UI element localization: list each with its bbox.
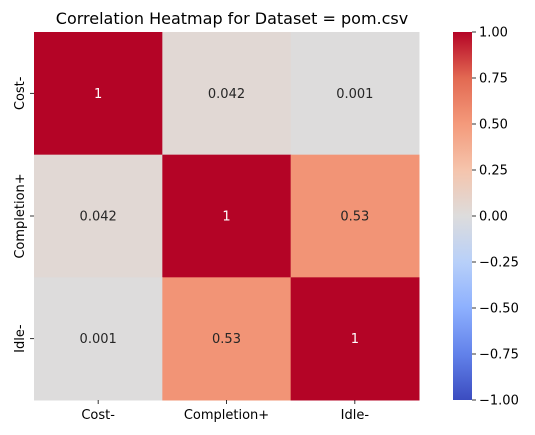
colorbar-tick-label: −0.25 xyxy=(479,256,519,271)
heatmap-cell xyxy=(162,154,292,278)
cell-value-label: 0.001 xyxy=(80,332,117,347)
colorbar-tick-label: 0.25 xyxy=(479,164,508,179)
cell-value-label: 0.001 xyxy=(336,87,373,102)
cell-value-label: 1 xyxy=(351,332,359,347)
x-axis: Cost- Completion+ Idle- xyxy=(81,400,369,423)
heatmap-cells: 1 0.042 0.001 0.042 1 0.53 0.001 0.53 1 xyxy=(34,32,420,401)
colorbar-tick-label: 0.00 xyxy=(479,210,508,225)
chart-title: Correlation Heatmap for Dataset = pom.cs… xyxy=(56,9,408,28)
colorbar-tick-label: −0.75 xyxy=(479,348,519,363)
heatmap-cell xyxy=(34,32,163,156)
colorbar-axis: 1.00 0.75 0.50 0.25 0.00 −0.25 −0.50 −0.75 −1.00 xyxy=(472,26,519,409)
x-tick-label: Cost- xyxy=(81,408,115,423)
colorbar xyxy=(453,32,472,400)
cell-value-label: 0.53 xyxy=(212,332,241,347)
y-tick-label: Completion+ xyxy=(13,173,28,258)
colorbar-tick-label: 0.75 xyxy=(479,72,508,87)
colorbar-tick-label: −0.50 xyxy=(479,302,519,317)
colorbar-tick-label: 0.50 xyxy=(479,118,508,133)
cell-value-label: 1 xyxy=(222,210,230,225)
heatmap-cell xyxy=(290,277,420,401)
heatmap-cell xyxy=(34,154,163,278)
cell-value-label: 1 xyxy=(94,87,102,102)
cell-value-label: 0.042 xyxy=(80,210,117,225)
heatmap-cell xyxy=(290,32,420,156)
x-tick-label: Idle- xyxy=(341,408,370,423)
y-axis: Cost- Completion+ Idle- xyxy=(13,76,34,353)
x-tick-label: Completion+ xyxy=(184,408,269,423)
y-tick-label: Cost- xyxy=(13,76,28,110)
heatmap-cell xyxy=(34,277,163,401)
heatmap-cell xyxy=(290,154,420,278)
colorbar-tick-label: −1.00 xyxy=(479,394,519,409)
y-tick-label: Idle- xyxy=(13,324,28,353)
heatmap-cell xyxy=(162,277,292,401)
colorbar-tick-label: 1.00 xyxy=(479,26,508,41)
heatmap-cell xyxy=(162,32,292,156)
cell-value-label: 0.53 xyxy=(340,210,369,225)
cell-value-label: 0.042 xyxy=(208,87,245,102)
